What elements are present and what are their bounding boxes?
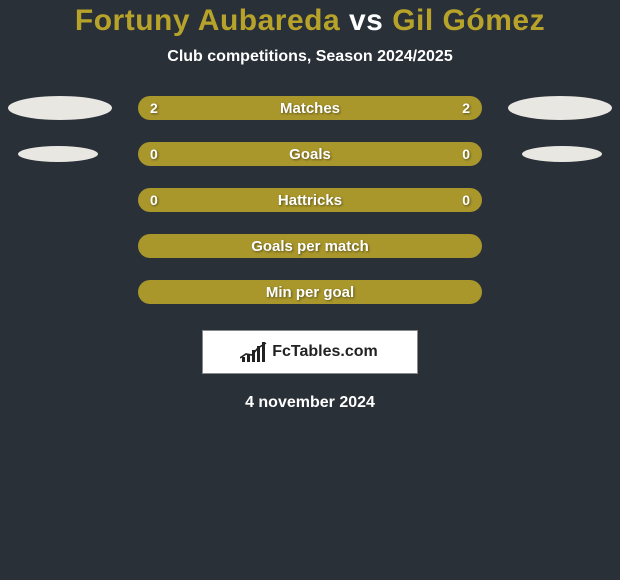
stat-value-right: 0	[462, 192, 470, 208]
bar-chart-icon	[242, 342, 266, 362]
stat-pill: Min per goal	[138, 280, 482, 304]
stat-value-left: 2	[150, 100, 158, 116]
logo-text: FcTables.com	[272, 343, 378, 361]
stat-value-right: 2	[462, 100, 470, 116]
stat-row: Min per goal	[0, 280, 620, 304]
gauge-left	[18, 146, 98, 162]
subtitle: Club competitions, Season 2024/2025	[167, 48, 452, 66]
stat-label: Min per goal	[266, 284, 354, 301]
stat-pill: 2 Matches 2	[138, 96, 482, 120]
date-label: 4 november 2024	[245, 394, 375, 412]
stat-pill: Goals per match	[138, 234, 482, 258]
stat-label: Goals	[289, 146, 331, 163]
stat-row: 0 Goals 0	[0, 142, 620, 166]
title-vs: vs	[349, 4, 383, 38]
page-title: Fortuny Aubareda vs Gil Gómez	[75, 4, 545, 38]
stat-label: Matches	[280, 100, 340, 117]
stat-label: Hattricks	[278, 192, 342, 209]
stat-row: 2 Matches 2	[0, 96, 620, 120]
player-right-name: Gil Gómez	[392, 4, 545, 38]
stat-value-left: 0	[150, 192, 158, 208]
fctables-logo: FcTables.com	[202, 330, 418, 374]
stat-value-right: 0	[462, 146, 470, 162]
gauge-left	[8, 96, 112, 120]
stat-label: Goals per match	[251, 238, 369, 255]
gauge-right	[508, 96, 612, 120]
stat-row: 0 Hattricks 0	[0, 188, 620, 212]
stat-rows: 2 Matches 2 0 Goals 0 0 Hattricks 0 Goals per mat…	[0, 96, 620, 304]
comparison-card: Fortuny Aubareda vs Gil Gómez Club compe…	[0, 0, 620, 412]
stat-row: Goals per match	[0, 234, 620, 258]
gauge-right	[522, 146, 602, 162]
stat-value-left: 0	[150, 146, 158, 162]
stat-pill: 0 Hattricks 0	[138, 188, 482, 212]
stat-pill: 0 Goals 0	[138, 142, 482, 166]
player-left-name: Fortuny Aubareda	[75, 4, 340, 38]
